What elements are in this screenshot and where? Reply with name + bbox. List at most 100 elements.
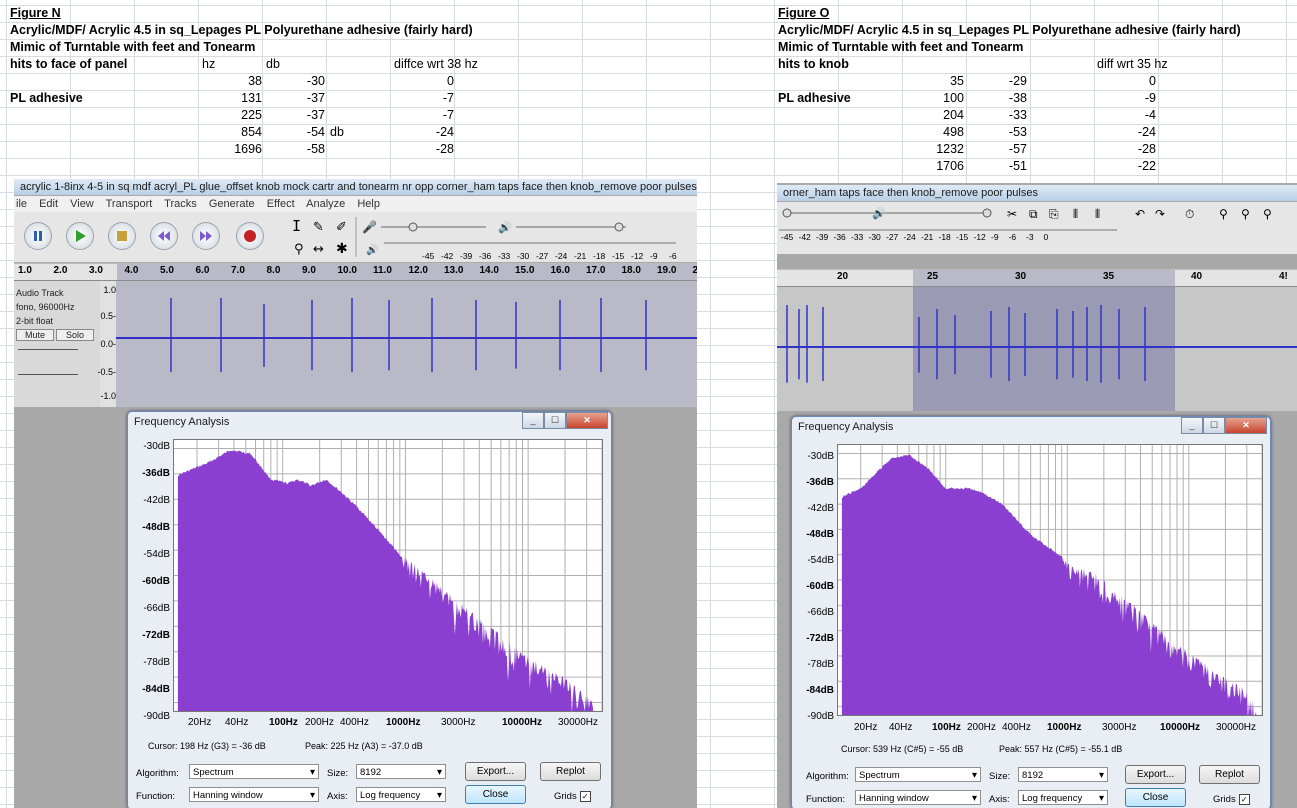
right-spectrum-plot[interactable] <box>837 444 1263 716</box>
right-line1: Acrylic/MDF/ Acrylic 4.5 in sq_Lepages P… <box>778 23 1241 37</box>
y-axis-label: -90dB <box>143 711 170 722</box>
y-axis-label: -84dB <box>142 684 170 695</box>
x-axis-label: 20Hz <box>854 722 878 733</box>
pan-slider[interactable] <box>18 374 78 375</box>
left-spectrum-plot[interactable] <box>173 439 603 712</box>
pause-button[interactable] <box>24 222 52 250</box>
right-hz-0: 35 <box>950 74 964 88</box>
svg-text:✐: ✐ <box>336 220 347 235</box>
minimize-icon[interactable]: _ <box>1181 417 1203 434</box>
ruler-label: 2 <box>692 265 698 276</box>
replot-button[interactable]: Replot <box>540 762 601 781</box>
svg-text:✱: ✱ <box>336 241 348 257</box>
close-button[interactable]: Close <box>465 785 526 804</box>
meter-tick: -30 <box>868 232 881 242</box>
grids-checkbox[interactable]: Grids ✓ <box>1213 794 1250 805</box>
left-waveform[interactable] <box>116 281 697 407</box>
svg-text:⚲: ⚲ <box>1219 207 1228 221</box>
right-hz-2: 204 <box>943 108 964 122</box>
right-dialog-title: Frequency Analysis <box>798 421 894 433</box>
gain-slider[interactable] <box>18 349 78 350</box>
y-axis-label: -42dB <box>807 503 834 514</box>
y-axis-label: -30dB <box>807 451 834 462</box>
svg-text:🎤: 🎤 <box>362 219 377 234</box>
left-line2: Mimic of Turntable with feet and Tonearm <box>10 40 256 54</box>
size-select[interactable]: 8192 <box>356 764 446 780</box>
close-icon[interactable]: ✕ <box>566 412 608 429</box>
left-timeline-ruler[interactable]: 1.0 2.0 3.0 4.0 5.0 6.0 7.0 8.0 9.0 10.0 11.0 12.0 1… <box>14 263 697 281</box>
svg-text:↷: ↷ <box>1155 207 1165 221</box>
close-button[interactable]: Close <box>1125 788 1186 807</box>
left-header-label: hits to face of panel <box>10 57 128 71</box>
menu-analyze[interactable]: Analyze <box>306 198 346 210</box>
function-select[interactable]: Hanning window <box>855 790 981 806</box>
export-button[interactable]: Export... <box>465 762 526 781</box>
replot-button[interactable]: Replot <box>1199 765 1260 784</box>
maximize-icon[interactable]: ☐ <box>1203 417 1225 434</box>
scale-label: 1.0 <box>103 285 116 295</box>
algorithm-select[interactable]: Spectrum <box>189 764 319 780</box>
x-axis-label: 30000Hz <box>558 717 599 728</box>
left-track-info: Audio Track fono, 96000Hz 2-bit float Mu… <box>14 281 101 407</box>
svg-text:🔊: 🔊 <box>872 206 886 220</box>
menu-help[interactable]: Help <box>357 198 380 210</box>
menu-view[interactable]: View <box>70 198 94 210</box>
right-track[interactable] <box>777 287 1297 411</box>
left-db-2: -37 <box>306 108 325 122</box>
skip-end-button[interactable] <box>192 222 220 250</box>
left-hz-0: 38 <box>248 74 262 88</box>
close-icon[interactable]: ✕ <box>1225 417 1267 434</box>
left-track[interactable]: Audio Track fono, 96000Hz 2-bit float Mu… <box>14 281 697 407</box>
svg-text:⚲: ⚲ <box>294 242 304 257</box>
grids-checkbox[interactable]: Grids ✓ <box>554 791 591 802</box>
menu-file[interactable]: ile <box>16 198 28 210</box>
maximize-icon[interactable]: ☐ <box>544 412 566 429</box>
menu-transport[interactable]: Transport <box>105 198 153 210</box>
function-select[interactable]: Hanning window <box>189 787 319 803</box>
left-cursor-readout: Cursor: 198 Hz (G3) = -36 dB <box>148 741 266 751</box>
stop-button[interactable] <box>108 222 136 250</box>
axis-select[interactable]: Log frequency <box>1018 790 1108 806</box>
left-spectrum-svg <box>174 440 602 711</box>
y-axis-label: -42dB <box>143 495 170 506</box>
algorithm-select[interactable]: Spectrum <box>855 767 981 783</box>
svg-text:✎: ✎ <box>313 220 324 235</box>
play-button[interactable] <box>66 222 94 250</box>
left-db-1: -37 <box>306 91 325 105</box>
export-button[interactable]: Export... <box>1125 765 1186 784</box>
menu-generate[interactable]: Generate <box>208 198 255 210</box>
size-select[interactable]: 8192 <box>1018 767 1108 783</box>
y-axis-label: -66dB <box>143 603 170 614</box>
menu-edit[interactable]: Edit <box>39 198 59 210</box>
left-window-title: acrylic 1-8inx 4-5 in sq mdf acryl_PL gl… <box>14 179 697 195</box>
left-audacity-screenshot: acrylic 1-8inx 4-5 in sq mdf acryl_PL gl… <box>14 179 697 808</box>
right-diff-4: -28 <box>1137 142 1156 156</box>
track-name[interactable]: Audio Track <box>16 288 64 298</box>
left-hz-3: 854 <box>241 125 262 139</box>
right-tools-and-meters: 🔊 ✂ ⧉ ⎘ ⫴ ⫴ ↶ ↷ ⏱ ⚲ ⚲ ⚲ <box>779 206 1272 231</box>
meter-tick: -6 <box>1008 232 1017 242</box>
menu-tracks[interactable]: Tracks <box>164 198 197 210</box>
x-axis-label: 200Hz <box>305 717 334 728</box>
ruler-label: 25 <box>927 271 939 282</box>
right-timeline-ruler[interactable]: 20 25 30 35 40 4! <box>777 269 1297 287</box>
solo-button[interactable]: Solo <box>56 329 94 341</box>
right-window-title: orner_ham taps face then knob_remove poo… <box>777 185 1297 201</box>
menu-effect[interactable]: Effect <box>266 198 295 210</box>
axis-select[interactable]: Log frequency <box>356 787 446 803</box>
skip-start-button[interactable] <box>150 222 178 250</box>
right-waveform[interactable] <box>777 287 1297 411</box>
ruler-label: 30 <box>1015 271 1027 282</box>
mute-button[interactable]: Mute <box>16 329 54 341</box>
scale-label: 0.5- <box>100 311 116 321</box>
check-icon: ✓ <box>579 791 591 802</box>
meter-tick: -42 <box>798 232 811 242</box>
spectrum-area <box>841 454 1257 715</box>
y-axis-label: -66dB <box>807 607 834 618</box>
y-axis-label: -36dB <box>142 468 170 479</box>
minimize-icon[interactable]: _ <box>522 412 544 429</box>
svg-text:⚲: ⚲ <box>1241 207 1250 221</box>
meter-tick: -42 <box>441 251 454 261</box>
record-button[interactable] <box>236 222 264 250</box>
axis-label: Axis: <box>989 794 1010 805</box>
